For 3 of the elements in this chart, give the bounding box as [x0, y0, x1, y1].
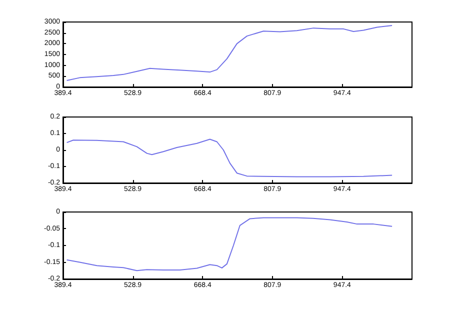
- line-series: [66, 138, 393, 178]
- line-series: [66, 24, 393, 81]
- line-series: [66, 217, 393, 272]
